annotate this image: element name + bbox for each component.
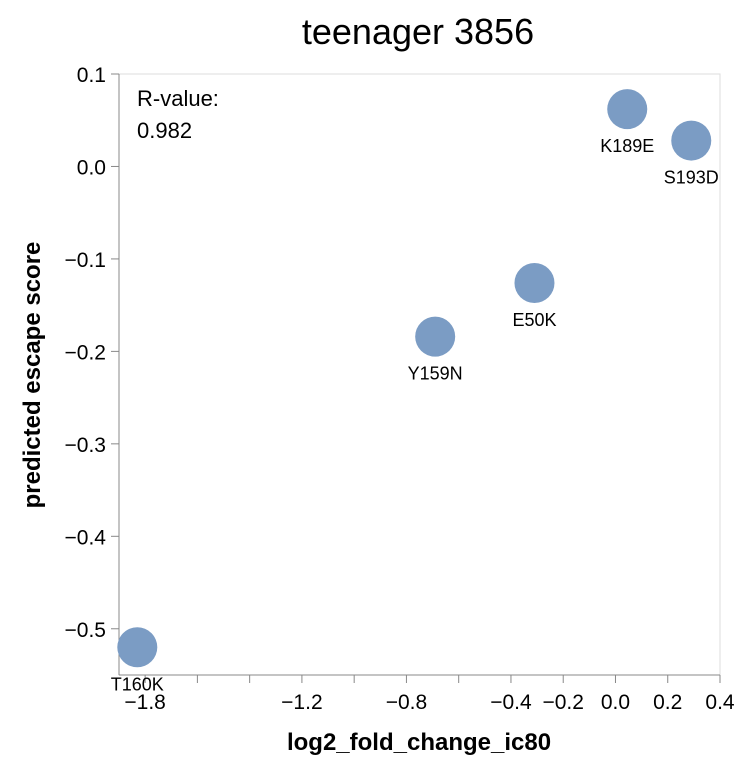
y-axis: 0.1 0.0 −0.1 −0.2 −0.3 −0.4 −0.5: [65, 64, 120, 675]
data-points: T160K Y159N E50K K189E S193D: [111, 89, 719, 694]
r-value: 0.982: [137, 118, 192, 143]
x-axis-title: log2_fold_change_ic80: [287, 729, 551, 756]
x-axis: −1.8 −1.2 −0.8 −0.4 −0.2 0.0 0.2 0.4: [119, 674, 735, 714]
point-label: S193D: [664, 168, 719, 188]
x-tick-label: 0.2: [653, 691, 682, 714]
data-point: [607, 89, 648, 130]
y-tick-label: −0.5: [65, 619, 106, 642]
x-tick-label: −0.8: [386, 691, 427, 714]
y-tick-label: −0.1: [65, 249, 106, 272]
x-tick-label: −0.4: [490, 691, 532, 714]
point-label: Y159N: [408, 364, 463, 384]
y-tick-label: 0.1: [77, 64, 106, 87]
x-tick-label: 0.0: [601, 691, 630, 714]
data-point: [514, 262, 555, 303]
y-axis-title: predicted escape score: [19, 242, 46, 509]
chart-title: teenager 3856: [302, 11, 534, 52]
y-tick-label: −0.3: [65, 434, 106, 457]
y-tick-label: 0.0: [77, 156, 106, 179]
x-tick-label: −0.2: [542, 691, 583, 714]
r-value-label: R-value:: [137, 86, 219, 111]
data-point: [671, 120, 712, 161]
y-tick-label: −0.4: [65, 526, 107, 549]
data-point: [415, 316, 456, 357]
y-tick-label: −0.2: [65, 341, 106, 364]
data-point: [117, 627, 158, 668]
point-label: T160K: [111, 674, 164, 694]
x-tick-label: −1.2: [281, 691, 322, 714]
point-label: E50K: [512, 310, 556, 330]
x-tick-label: 0.4: [705, 691, 735, 714]
x-tick-label: −1.8: [124, 691, 165, 714]
point-label: K189E: [600, 136, 654, 156]
